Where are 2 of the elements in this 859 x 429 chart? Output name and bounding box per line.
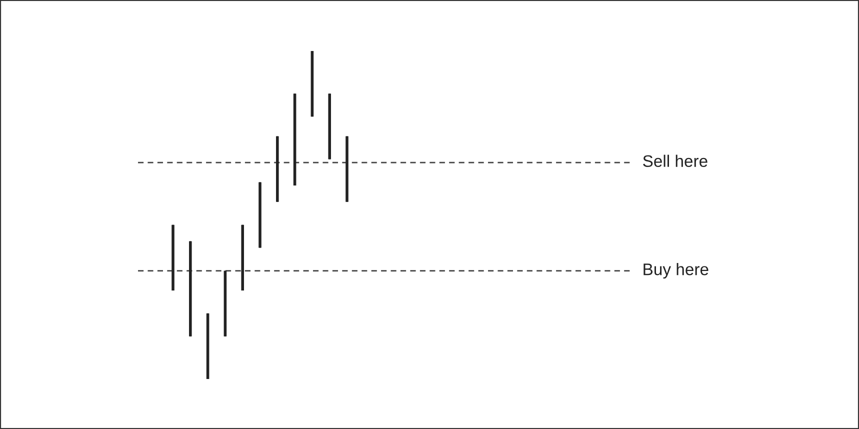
ref-line-label: Buy here: [644, 262, 708, 279]
ref-line-label: Sell here: [643, 154, 708, 167]
